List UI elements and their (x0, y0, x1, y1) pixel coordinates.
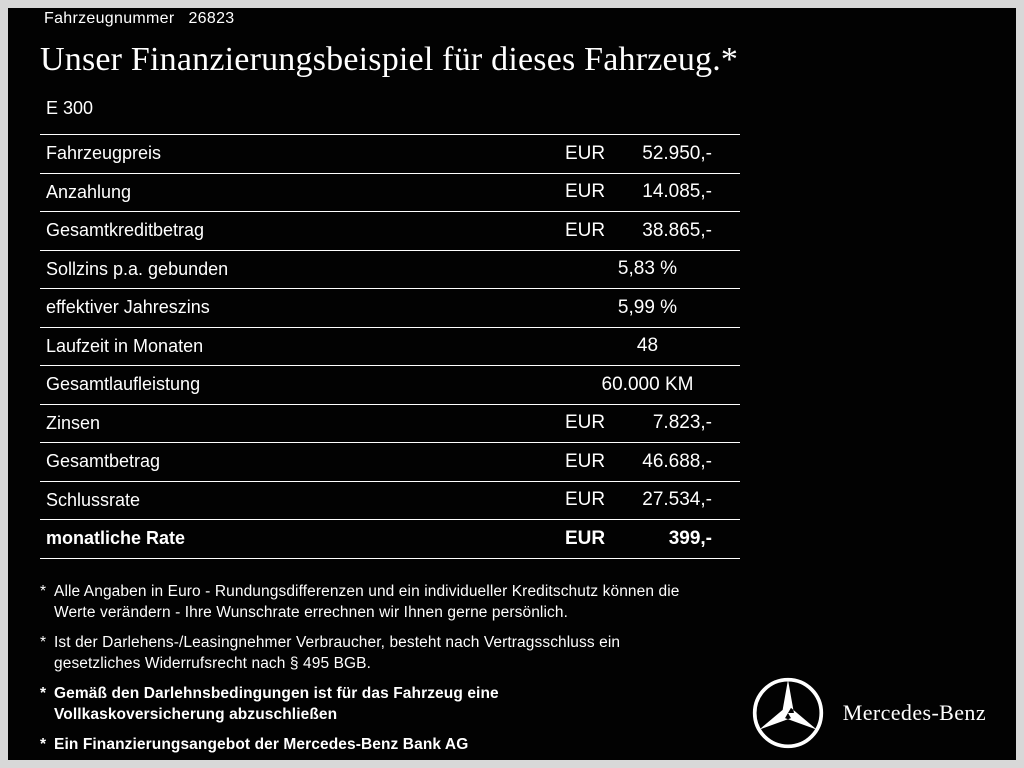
row-label: monatliche Rate (46, 528, 186, 549)
vehicle-number: Fahrzeugnummer 26823 (40, 10, 1016, 28)
row-label: Zinsen (46, 412, 101, 433)
row-currency: EUR (565, 450, 606, 472)
row-currency: EUR (565, 489, 606, 511)
footnote: * Alle Angaben in Euro - Rundungsdifferen… (40, 581, 760, 623)
row-label: Laufzeit in Monaten (46, 335, 204, 356)
row-label: Anzahlung (46, 181, 132, 202)
row-label: Gesamtbetrag (46, 451, 161, 472)
row-label: Schlussrate (46, 489, 141, 510)
row-currency: EUR (565, 527, 606, 549)
table-row: Zinsen EUR 7.823,- (40, 405, 740, 443)
row-amount: 46.688,- (642, 450, 712, 472)
footnotes: * Alle Angaben in Euro - Rundungsdifferen… (40, 581, 760, 755)
table-row: Laufzeit in Monaten 48 (40, 328, 740, 366)
row-amount: 5,99 % (617, 296, 678, 318)
row-value: EUR 14.085,- (555, 181, 740, 203)
vehicle-number-value: 26823 (188, 10, 235, 27)
footnote-text: Gemäß den Darlehnsbedingungen ist für da… (54, 684, 499, 723)
table-row: Schlussrate EUR 27.534,- (40, 482, 740, 520)
row-label: Gesamtkreditbetrag (46, 220, 205, 241)
table-row: effektiver Jahreszins 5,99 % (40, 289, 740, 328)
footnote-marker: * (40, 735, 47, 753)
table-row: Gesamtbetrag EUR 46.688,- (40, 443, 740, 482)
footnote: * Ist der Darlehens-/Leasingnehmer Verbra… (40, 632, 760, 674)
table-row: Gesamtlaufleistung 60.000 KM (40, 366, 740, 405)
row-label: Sollzins p.a. gebunden (46, 258, 229, 279)
table-row: Sollzins p.a. gebunden 5,83 % (40, 251, 740, 289)
page-title: Unser Finanzierungsbeispiel für dieses F… (40, 41, 739, 78)
row-currency: EUR (565, 181, 606, 203)
footnote: * Gemäß den Darlehnsbedingungen ist für d… (40, 683, 760, 725)
footnote-marker: * (40, 633, 47, 651)
footnote-text: Ist der Darlehens-/Leasingnehmer Verbrau… (54, 633, 621, 672)
table-row: Fahrzeugpreis EUR 52.950,- (40, 135, 740, 174)
row-currency: EUR (565, 412, 606, 434)
row-value: EUR 27.534,- (555, 489, 740, 511)
row-value: 60.000 KM (555, 374, 740, 396)
table-row: Anzahlung EUR 14.085,- (40, 174, 740, 212)
row-amount: 38.865,- (642, 219, 712, 241)
row-amount: 52.950,- (642, 142, 712, 164)
row-amount: 5,83 % (617, 258, 678, 280)
row-amount: 14.085,- (642, 181, 712, 203)
row-label: effektiver Jahreszins (46, 297, 210, 318)
financing-table: Fahrzeugpreis EUR 52.950,- Anzahlung EUR 14.0… (40, 134, 740, 559)
row-value: EUR 399,- (555, 528, 740, 550)
row-value: 48 (555, 335, 740, 357)
row-value: EUR 38.865,- (555, 220, 740, 242)
row-value: EUR 52.950,- (555, 143, 740, 165)
row-label: Fahrzeugpreis (46, 143, 162, 164)
row-currency: EUR (565, 142, 606, 164)
table-row: monatliche Rate EUR 399,- (40, 520, 740, 559)
row-amount: 48 (636, 335, 659, 357)
brand-block: Mercedes-Benz (751, 676, 986, 750)
footnote-marker: * (40, 582, 47, 600)
row-currency: EUR (565, 219, 606, 241)
row-value: 5,83 % (555, 258, 740, 280)
footnote: * Ein Finanzierungsangebot der Mercedes-B… (40, 734, 760, 755)
financing-offer-page: Fahrzeugnummer 26823 Unser Finanzierungsb… (8, 8, 1016, 760)
brand-wordmark: Mercedes-Benz (842, 700, 986, 725)
mercedes-star-icon (752, 677, 823, 749)
footnote-text: Ein Finanzierungsangebot der Mercedes-Be… (54, 735, 469, 753)
row-value: 5,99 % (555, 297, 740, 319)
row-amount: 7.823,- (652, 412, 712, 434)
row-amount: 27.534,- (642, 489, 712, 511)
vehicle-model: E 300 (46, 98, 94, 118)
row-value: EUR 7.823,- (555, 412, 740, 434)
row-value: EUR 46.688,- (555, 451, 740, 473)
row-amount: 399,- (668, 527, 712, 549)
footnote-text: Alle Angaben in Euro - Rundungsdifferenz… (54, 582, 680, 621)
row-label: Gesamtlaufleistung (46, 374, 201, 395)
table-row: Gesamtkreditbetrag EUR 38.865,- (40, 212, 740, 251)
footnote-marker: * (40, 684, 47, 702)
vehicle-number-label: Fahrzeugnummer (44, 10, 175, 27)
row-amount: 60.000 KM (601, 373, 694, 395)
